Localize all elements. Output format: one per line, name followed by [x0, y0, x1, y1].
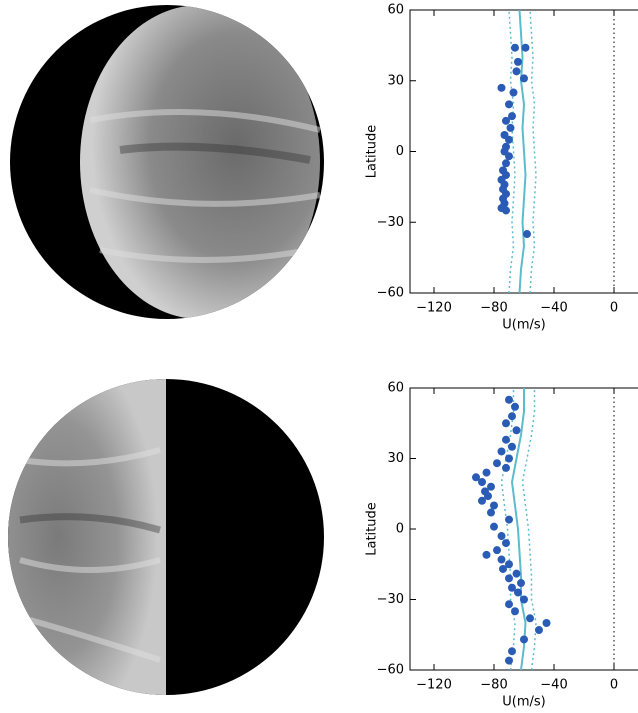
data-point: [493, 546, 501, 555]
spread-line: [500, 388, 516, 671]
data-point: [526, 614, 534, 623]
axis-frame: [409, 387, 638, 671]
data-point: [505, 560, 513, 569]
y-tick-label: −60: [377, 286, 404, 301]
data-point: [509, 88, 518, 97]
y-tick-label: 60: [387, 3, 404, 18]
y-tick-label: −30: [377, 215, 404, 230]
data-point: [493, 459, 501, 468]
data-point: [508, 583, 516, 592]
scatter-chart: −60 −30 0 30 60 −120 −80 −40 0 U(m/s) Latitude: [365, 381, 638, 710]
x-tick-label: −120: [416, 678, 452, 693]
y-tick-label: 0: [396, 522, 404, 537]
data-point: [497, 447, 506, 456]
data-point: [502, 539, 510, 548]
data-point: [517, 579, 525, 588]
data-point: [511, 43, 519, 52]
y-axis-label: Latitude: [365, 502, 380, 556]
data-point: [514, 588, 522, 597]
data-point: [490, 501, 498, 510]
y-tick-label: 0: [396, 144, 404, 159]
x-tick-label: 0: [610, 678, 618, 693]
data-point: [512, 67, 521, 76]
data-point: [497, 83, 506, 92]
x-tick-label: −80: [480, 678, 507, 693]
planet-image-bottom: [8, 379, 324, 695]
data-point: [514, 57, 522, 66]
data-point: [523, 230, 531, 239]
data-point: [497, 555, 506, 564]
data-point: [482, 550, 491, 559]
data-point: [505, 100, 513, 109]
spread-line: [529, 9, 537, 294]
data-point: [520, 635, 528, 644]
data-point: [502, 419, 510, 428]
data-point: [520, 595, 528, 604]
data-point: [472, 473, 480, 482]
planet-image-top: [10, 5, 324, 319]
data-point: [497, 532, 506, 541]
data-point: [506, 123, 515, 132]
y-tick-label: −60: [377, 663, 404, 678]
y-tick-label: 30: [387, 451, 404, 466]
data-point: [511, 402, 519, 411]
data-point: [478, 478, 486, 486]
data-point: [502, 435, 510, 444]
data-point: [520, 74, 528, 83]
data-point: [521, 43, 530, 52]
x-axis-label: U(m/s): [502, 318, 545, 333]
spread-line: [508, 9, 516, 294]
x-tick-label: −80: [480, 301, 507, 316]
y-axis-label: Latitude: [365, 125, 380, 179]
mean-line: [518, 9, 527, 294]
data-point: [505, 656, 513, 665]
data-point: [502, 116, 510, 125]
data-point: [478, 496, 486, 505]
spread-line: [521, 388, 537, 671]
data-point: [508, 647, 516, 656]
data-point: [505, 600, 513, 609]
data-point: [505, 135, 513, 144]
data-point: [505, 152, 513, 161]
data-point: [512, 569, 521, 578]
mean-line: [510, 388, 527, 671]
data-point: [502, 159, 510, 168]
data-point: [505, 574, 513, 583]
data-point: [484, 492, 492, 501]
data-point: [505, 515, 513, 524]
scatter-chart: −60 −30 0 30 60 −120 −80 −40 0 U(m/s) Latitude: [365, 3, 638, 333]
data-point: [502, 463, 510, 472]
y-tick-label: −30: [377, 592, 404, 607]
y-tick-label: 30: [387, 73, 404, 88]
x-tick-label: −120: [416, 301, 452, 316]
data-point: [487, 508, 495, 517]
data-point: [508, 412, 516, 421]
y-tick-label: 60: [387, 381, 404, 396]
data-point: [505, 395, 513, 404]
x-tick-label: −40: [540, 301, 567, 316]
x-axis-label: U(m/s): [502, 695, 545, 710]
data-point: [542, 619, 551, 627]
data-point: [482, 468, 491, 477]
data-point: [505, 454, 513, 463]
data-point: [512, 426, 521, 435]
data-point: [487, 482, 495, 491]
data-point: [511, 607, 519, 616]
data-point: [508, 112, 516, 121]
data-point: [502, 206, 510, 215]
x-tick-label: 0: [610, 301, 618, 316]
x-tick-label: −40: [540, 678, 567, 693]
data-point: [508, 442, 516, 451]
data-point: [499, 564, 507, 573]
data-point: [490, 522, 498, 531]
data-point: [535, 626, 543, 635]
